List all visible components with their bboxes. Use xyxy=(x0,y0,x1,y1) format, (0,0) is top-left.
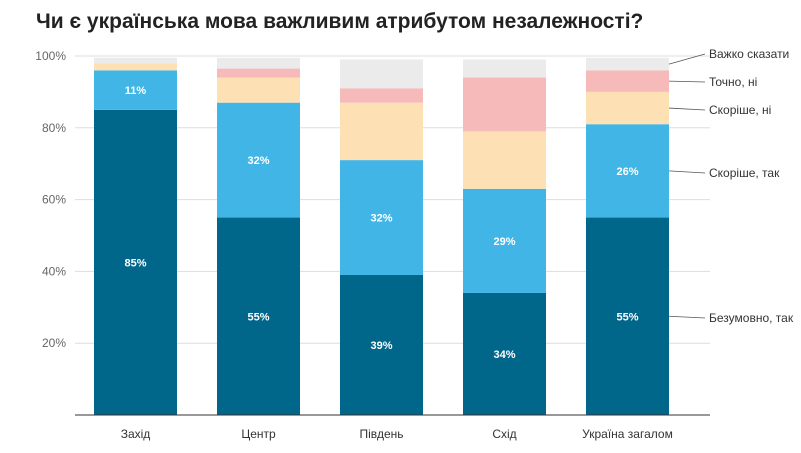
data-label: 55% xyxy=(616,311,638,323)
legend-label: Безумовно, так xyxy=(709,311,794,325)
bar-segment xyxy=(463,292,546,415)
x-category-label: Центр xyxy=(241,427,276,441)
y-tick-label: 60% xyxy=(42,193,66,207)
legend-leader-line xyxy=(668,170,706,174)
legend-label: Скоріше, так xyxy=(709,166,780,180)
legend-leader-line xyxy=(668,315,706,319)
bar-segment xyxy=(586,91,669,125)
data-label: 11% xyxy=(125,85,147,97)
legend: Безумовно, так Скоріше, так Скоріше, ні Точ… xyxy=(668,47,794,325)
bar-segment xyxy=(463,131,546,189)
legend-label: Точно, ні xyxy=(709,75,757,89)
legend-label: Скоріше, ні xyxy=(709,103,771,117)
chart-title: Чи є українська мова важливим атрибутом … xyxy=(36,10,644,33)
bar-segment xyxy=(217,217,300,415)
bar-segment xyxy=(217,102,300,218)
legend-leader-line xyxy=(668,80,706,83)
bar-segment xyxy=(217,68,300,78)
data-label: 34% xyxy=(493,349,515,361)
data-label: 26% xyxy=(616,166,638,178)
bar-segment xyxy=(463,77,546,132)
bar-segment xyxy=(94,63,177,71)
y-tick-label: 20% xyxy=(42,336,66,350)
data-label: 32% xyxy=(370,213,392,225)
y-tick-label: 80% xyxy=(42,121,66,135)
bar-segment xyxy=(463,188,546,293)
data-label: 32% xyxy=(247,155,269,167)
bar-segment xyxy=(463,59,546,78)
bar-segment xyxy=(94,57,177,64)
bar-segment xyxy=(217,77,300,103)
legend-leader-line xyxy=(668,53,706,65)
data-label: 39% xyxy=(370,340,392,352)
x-axis-categories: Захід Центр Південь Схід Україна загалом xyxy=(121,427,673,441)
data-label: 55% xyxy=(247,311,269,323)
legend-leader-line xyxy=(668,107,706,111)
data-label: 85% xyxy=(124,257,146,269)
bar-segment xyxy=(586,70,669,92)
bar-segment xyxy=(586,124,669,218)
x-category-label: Україна загалом xyxy=(582,427,673,441)
x-category-label: Схід xyxy=(492,427,516,441)
y-axis-ticks: 20% 40% 60% 80% 100% xyxy=(35,49,66,350)
bar-segment xyxy=(340,102,423,161)
legend-label: Важко сказати xyxy=(709,47,789,61)
bar-segment xyxy=(586,217,669,415)
bar-segment xyxy=(94,70,177,110)
y-tick-label: 100% xyxy=(35,49,66,63)
data-label: 29% xyxy=(493,236,515,248)
bar-segment xyxy=(94,109,177,415)
bars: 85% 11% 55% 32% 39% 32% 34% 29% 55% 26% xyxy=(94,57,669,415)
bar-segment xyxy=(340,88,423,103)
bar-segment xyxy=(340,274,423,415)
bar-segment xyxy=(340,160,423,275)
bar-segment xyxy=(586,57,669,71)
bar-segment xyxy=(340,59,423,89)
bar-segment xyxy=(217,57,300,69)
y-tick-label: 40% xyxy=(42,264,66,278)
x-category-label: Захід xyxy=(121,427,151,441)
x-category-label: Південь xyxy=(359,427,403,441)
